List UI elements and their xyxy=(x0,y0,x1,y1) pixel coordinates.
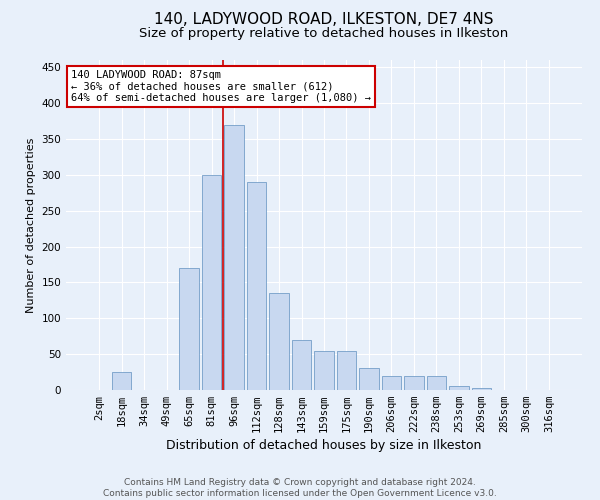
Text: 140 LADYWOOD ROAD: 87sqm
← 36% of detached houses are smaller (612)
64% of semi-: 140 LADYWOOD ROAD: 87sqm ← 36% of detach… xyxy=(71,70,371,103)
Bar xyxy=(337,350,356,390)
Bar xyxy=(382,376,401,390)
Bar xyxy=(112,372,131,390)
X-axis label: Distribution of detached houses by size in Ilkeston: Distribution of detached houses by size … xyxy=(166,440,482,452)
Bar xyxy=(472,388,491,390)
Bar xyxy=(292,340,311,390)
Bar xyxy=(247,182,266,390)
Text: 140, LADYWOOD ROAD, ILKESTON, DE7 4NS: 140, LADYWOOD ROAD, ILKESTON, DE7 4NS xyxy=(154,12,494,28)
Bar xyxy=(224,124,244,390)
Text: Contains HM Land Registry data © Crown copyright and database right 2024.
Contai: Contains HM Land Registry data © Crown c… xyxy=(103,478,497,498)
Text: Size of property relative to detached houses in Ilkeston: Size of property relative to detached ho… xyxy=(139,28,509,40)
Bar xyxy=(449,386,469,390)
Bar xyxy=(179,268,199,390)
Y-axis label: Number of detached properties: Number of detached properties xyxy=(26,138,36,312)
Bar xyxy=(202,175,221,390)
Bar xyxy=(359,368,379,390)
Bar xyxy=(427,376,446,390)
Bar xyxy=(269,293,289,390)
Bar xyxy=(314,350,334,390)
Bar xyxy=(404,376,424,390)
